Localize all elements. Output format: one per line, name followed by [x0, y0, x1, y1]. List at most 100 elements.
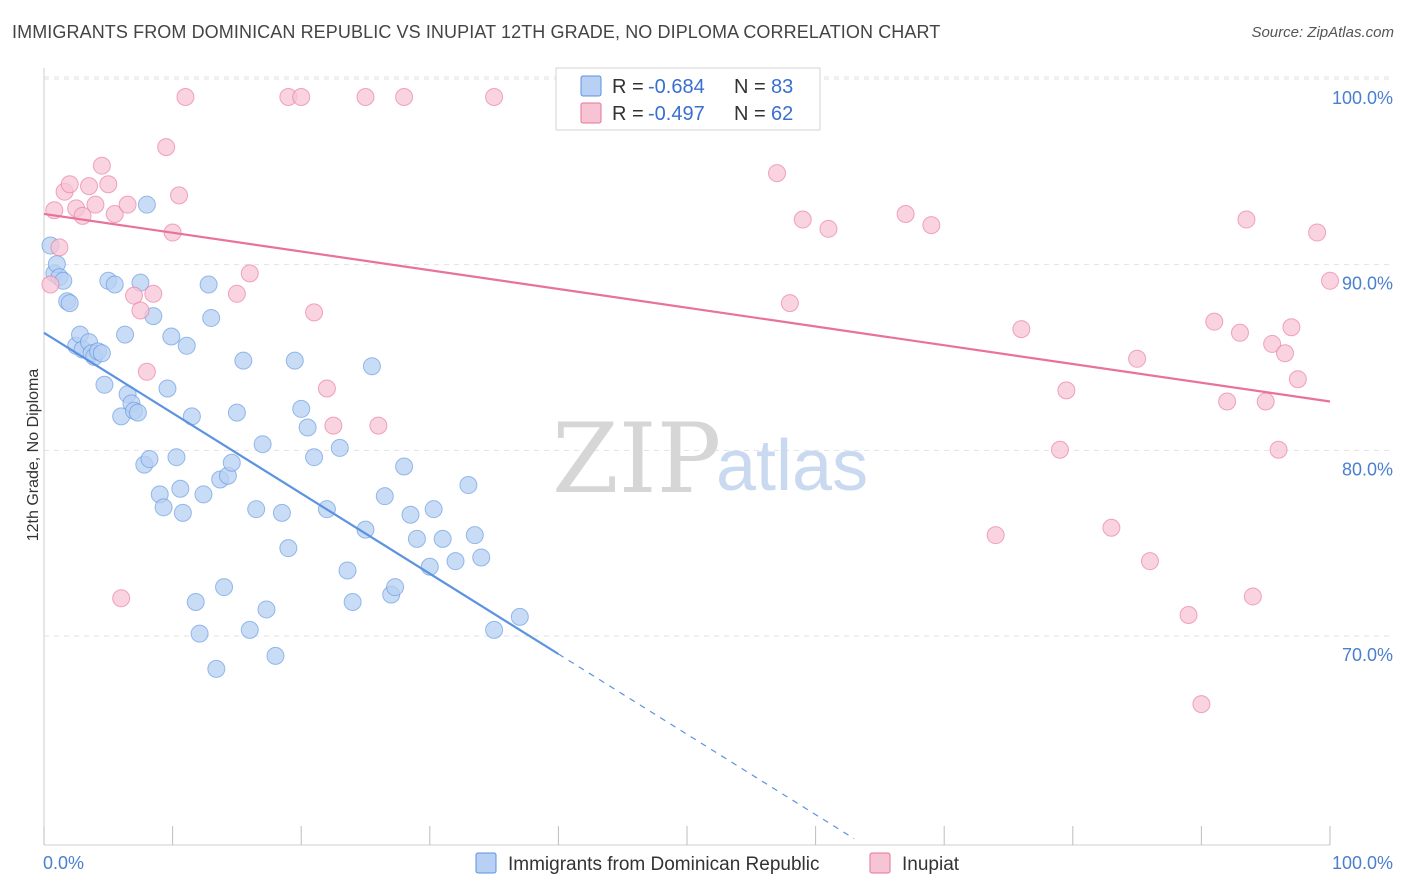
stats-r-label-0: R = [612, 76, 644, 98]
point-dominican-republic [247, 500, 266, 519]
point-inupiat [60, 175, 79, 194]
point-inupiat [793, 210, 812, 229]
point-dominican-republic [343, 593, 362, 612]
point-inupiat [1218, 392, 1237, 411]
point-dominican-republic [407, 529, 426, 548]
trend-line-dominican-republic [43, 331, 559, 655]
point-inupiat [1288, 370, 1307, 389]
point-inupiat [1275, 344, 1294, 363]
point-dominican-republic [173, 503, 192, 522]
point-inupiat [986, 526, 1005, 545]
watermark-zip: ZIP [552, 403, 721, 515]
point-dominican-republic [105, 275, 124, 294]
point-dominican-republic [240, 620, 259, 639]
point-inupiat [819, 219, 838, 238]
point-inupiat [395, 88, 414, 106]
point-dominican-republic [190, 624, 209, 643]
point-dominican-republic [298, 418, 317, 437]
point-dominican-republic [60, 294, 79, 313]
point-inupiat [41, 275, 60, 294]
bottom-legend-label-1: Inupiat [902, 854, 960, 875]
point-inupiat [1128, 349, 1147, 368]
stats-n-label-1: N = [734, 103, 766, 125]
point-dominican-republic [424, 500, 443, 519]
stats-swatch-pink [580, 102, 602, 124]
point-inupiat [1205, 312, 1224, 331]
y-tick-label: 80.0% [1342, 459, 1393, 479]
point-dominican-republic [465, 526, 484, 545]
point-dominican-republic [356, 520, 375, 539]
point-inupiat [170, 186, 189, 205]
point-inupiat [1269, 440, 1288, 459]
chart-source: Source: ZipAtlas.com [1251, 24, 1394, 41]
stats-swatch-blue [580, 75, 602, 97]
point-inupiat [780, 294, 799, 313]
point-dominican-republic [234, 351, 253, 370]
x-tick-label-1: 100.0% [1332, 853, 1393, 873]
point-dominican-republic [186, 593, 205, 612]
point-inupiat [176, 88, 195, 106]
point-inupiat [125, 286, 144, 305]
point-dominican-republic [395, 457, 414, 476]
point-inupiat [1140, 552, 1159, 571]
point-inupiat [1243, 587, 1262, 606]
point-inupiat [112, 589, 131, 608]
point-inupiat [131, 301, 150, 320]
point-inupiat [86, 195, 105, 214]
point-dominican-republic [330, 438, 349, 457]
bottom-legend: Immigrants from Dominican Republic Inupi… [475, 852, 960, 875]
point-dominican-republic [266, 646, 285, 665]
point-dominican-republic [137, 195, 156, 214]
point-dominican-republic [128, 403, 147, 422]
point-dominican-republic [285, 351, 304, 370]
stats-r-value-0: -0.684 [648, 76, 705, 98]
point-dominican-republic [338, 561, 357, 580]
watermark-atlas: atlas [716, 426, 868, 506]
point-dominican-republic [272, 503, 291, 522]
watermark: ZIP atlas [552, 403, 868, 515]
bottom-legend-swatch-blue [475, 852, 497, 874]
point-dominican-republic [116, 325, 135, 344]
point-dominican-republic [171, 479, 190, 498]
point-inupiat [80, 177, 99, 196]
point-inupiat [144, 284, 163, 303]
point-inupiat [356, 88, 375, 106]
point-inupiat [369, 416, 388, 435]
point-dominican-republic [167, 448, 186, 467]
point-dominican-republic [433, 529, 452, 548]
point-dominican-republic [292, 399, 311, 418]
point-dominican-republic [446, 552, 465, 571]
point-inupiat [768, 164, 787, 183]
y-tick-label: 70.0% [1342, 645, 1393, 665]
point-inupiat [227, 284, 246, 303]
y-axis-label: 12th Grade, No Diploma [25, 369, 42, 542]
point-dominican-republic [401, 505, 420, 524]
point-dominican-republic [253, 435, 272, 454]
y-tick-label: 90.0% [1342, 274, 1393, 294]
point-inupiat [1057, 381, 1076, 400]
point-inupiat [1308, 223, 1327, 242]
point-inupiat [1179, 606, 1198, 625]
point-inupiat [1263, 334, 1282, 353]
point-inupiat [292, 88, 311, 106]
point-inupiat [485, 88, 504, 106]
point-inupiat [1321, 271, 1339, 290]
trend-lines [43, 212, 1331, 840]
point-dominican-republic [222, 453, 241, 472]
point-inupiat [896, 204, 915, 223]
x-tick-label-0: 0.0% [43, 853, 84, 873]
point-inupiat [50, 238, 69, 257]
point-dominican-republic [375, 487, 394, 506]
point-dominican-republic [194, 485, 213, 504]
point-inupiat [305, 303, 324, 322]
point-inupiat [1102, 518, 1121, 537]
stats-n-value-1: 62 [771, 103, 793, 125]
point-dominican-republic [202, 308, 221, 327]
point-dominican-republic [158, 379, 177, 398]
point-inupiat [1192, 695, 1211, 714]
point-inupiat [324, 416, 343, 435]
point-dominican-republic [459, 476, 478, 495]
stats-legend: R = -0.684 N = 83 R = -0.497 N = 62 [555, 67, 821, 131]
point-dominican-republic [485, 620, 504, 639]
